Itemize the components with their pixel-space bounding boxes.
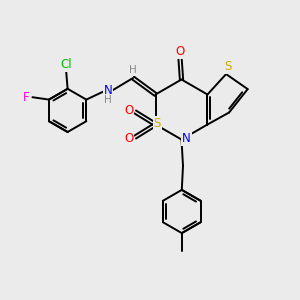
Text: O: O: [124, 104, 133, 117]
Text: H: H: [128, 65, 136, 75]
Text: N: N: [103, 84, 112, 97]
Text: F: F: [22, 91, 29, 104]
Text: H: H: [104, 94, 112, 105]
Text: N: N: [182, 132, 191, 145]
Text: O: O: [176, 45, 184, 58]
Text: O: O: [124, 132, 133, 145]
Text: S: S: [153, 117, 161, 130]
Text: Cl: Cl: [60, 58, 72, 71]
Text: S: S: [224, 60, 231, 73]
